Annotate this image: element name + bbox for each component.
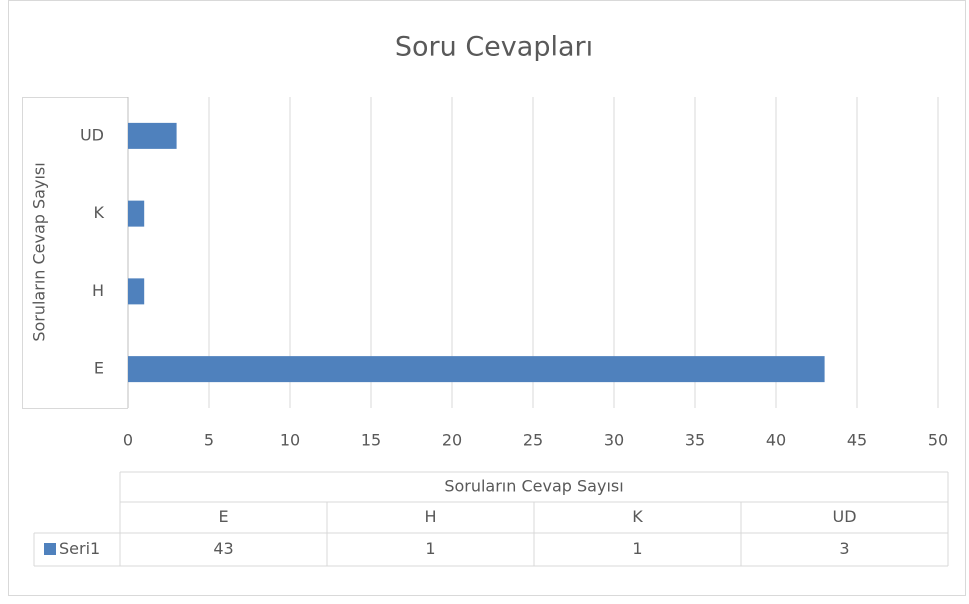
x-tick-label: 40: [766, 431, 786, 450]
table-category: UD: [832, 507, 856, 526]
chart-title: Soru Cevapları: [395, 32, 593, 63]
table-header: Soruların Cevap Sayısı: [444, 477, 623, 496]
y-tick-label: E: [94, 359, 104, 378]
table-category: E: [218, 507, 228, 526]
x-tick-label: 35: [685, 431, 705, 450]
table-value: 3: [839, 539, 849, 558]
x-tick-label: 0: [123, 431, 133, 450]
x-tick-label: 25: [523, 431, 543, 450]
y-axis-title: Soruların Cevap Sayısı: [30, 162, 49, 341]
x-tick-label: 30: [604, 431, 624, 450]
table-value: 1: [632, 539, 642, 558]
x-tick-label: 10: [280, 431, 300, 450]
x-tick-label: 45: [847, 431, 867, 450]
table-category: K: [632, 507, 643, 526]
bar: [128, 200, 145, 227]
table-value: 1: [425, 539, 435, 558]
x-tick-label: 50: [928, 431, 948, 450]
legend-label: Seri1: [59, 539, 100, 558]
y-tick-label: K: [94, 203, 105, 222]
x-tick-label: 15: [361, 431, 381, 450]
y-tick-label: UD: [80, 125, 104, 144]
table-value: 43: [213, 539, 233, 558]
y-tick-label: H: [92, 281, 104, 300]
x-tick-label: 20: [442, 431, 462, 450]
bar: [128, 356, 825, 383]
bar: [128, 122, 177, 149]
bar: [128, 278, 145, 305]
chart-border: [8, 0, 966, 596]
x-tick-label: 5: [204, 431, 214, 450]
axis-title-box: [22, 97, 128, 409]
legend-swatch: [44, 543, 56, 555]
table-category: H: [424, 507, 436, 526]
